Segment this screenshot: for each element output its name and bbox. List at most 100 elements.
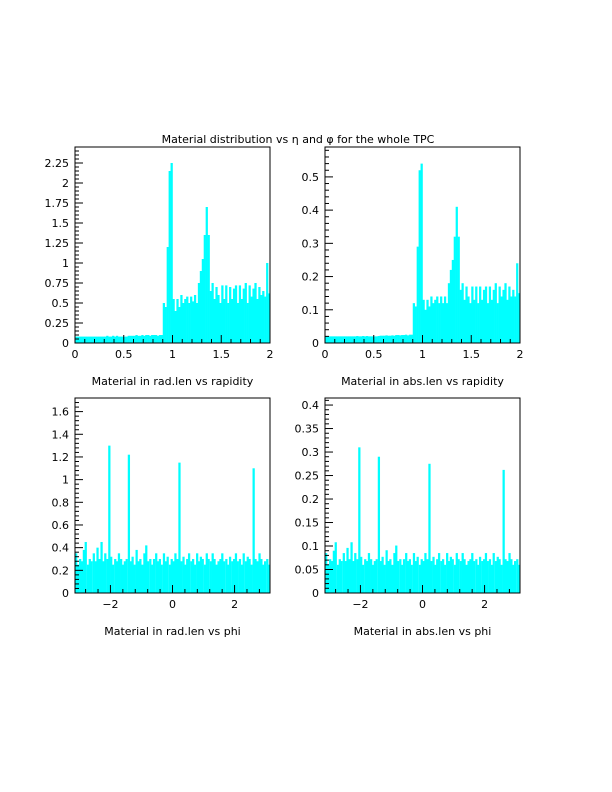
histogram-bar <box>119 336 123 343</box>
y-tick-label: 1.6 <box>52 406 70 419</box>
histogram-bar <box>117 553 121 593</box>
histogram-bar <box>502 289 505 343</box>
histogram-bar <box>246 303 249 343</box>
histogram-bar <box>367 553 371 593</box>
histogram-bar <box>385 550 388 593</box>
histogram-bar <box>471 553 474 593</box>
histogram-bar <box>246 556 249 593</box>
histogram-bar <box>131 335 134 343</box>
histogram-bar <box>75 336 78 343</box>
histogram-bar <box>94 336 97 343</box>
histogram-bar <box>182 556 185 593</box>
histogram-bar <box>213 299 216 343</box>
histogram-bar <box>260 295 263 343</box>
histogram-bar <box>387 335 390 343</box>
histogram-bar <box>486 561 489 593</box>
histogram-bar <box>231 299 234 343</box>
histogram-bar <box>98 336 101 343</box>
y-tick-label: 0.25 <box>295 470 320 483</box>
histogram-bar <box>203 564 207 593</box>
histogram-bar <box>356 336 359 343</box>
histogram-bar <box>201 558 204 593</box>
histogram-bar <box>500 564 503 593</box>
histogram-bar <box>334 542 337 593</box>
histogram-bar <box>438 303 441 343</box>
histogram-bar <box>492 289 495 343</box>
y-tick-label: 0.1 <box>302 304 320 317</box>
histogram-bar <box>358 336 361 343</box>
y-tick-label: 0.35 <box>295 423 320 436</box>
y-tick-label: 2 <box>62 177 69 190</box>
histogram-bar <box>186 296 189 343</box>
histogram-bar <box>350 542 353 593</box>
histogram-bar <box>482 559 486 593</box>
histogram-bar <box>401 564 404 593</box>
y-tick-label: 0.25 <box>45 317 70 330</box>
histogram-bar <box>149 558 152 593</box>
histogram-bar <box>180 295 183 343</box>
histogram-bar <box>82 549 86 593</box>
x-tick-label: 1 <box>419 348 426 361</box>
histogram-bar <box>211 553 214 593</box>
y-tick-label: 1.5 <box>52 217 70 230</box>
histogram-bar <box>397 335 400 343</box>
histogram-bar <box>338 336 341 343</box>
histogram-bar <box>328 336 332 343</box>
histogram-bar <box>336 336 339 343</box>
histogram-bar <box>408 334 412 343</box>
histogram-bar <box>371 336 375 343</box>
histogram-bar <box>164 307 167 343</box>
histogram-bar <box>428 463 431 593</box>
histogram-bar <box>139 558 142 593</box>
histogram-bar <box>447 283 451 343</box>
histogram-bar <box>373 336 376 343</box>
histogram-bar <box>82 336 86 343</box>
histogram-bar <box>467 296 470 343</box>
histogram-bar <box>207 558 210 593</box>
histogram-bar <box>504 559 507 593</box>
histogram-bar <box>401 335 404 343</box>
histogram-bar <box>227 303 230 343</box>
histogram-bar <box>215 564 218 593</box>
y-tick-label: 0.75 <box>45 277 70 290</box>
histogram-bar <box>447 561 451 593</box>
histogram-bar <box>379 335 382 343</box>
histogram-bar <box>385 335 388 343</box>
y-tick-label: 0.2 <box>52 564 70 577</box>
histogram-bar <box>473 299 476 343</box>
histogram-bar <box>325 553 328 593</box>
histogram-bar <box>365 561 369 593</box>
histogram-bar <box>399 559 402 593</box>
histogram-bar <box>240 299 243 343</box>
histogram-bar <box>506 561 509 593</box>
y-tick-label: 0.15 <box>295 517 320 530</box>
histogram-bar <box>330 336 334 343</box>
histogram-bar <box>348 336 351 343</box>
x-tick-label: 2 <box>231 598 238 611</box>
histogram-bar <box>188 303 191 343</box>
histogram-bar <box>187 553 191 593</box>
histogram-bar <box>430 296 433 343</box>
histogram-bar <box>393 553 396 593</box>
histogram-bar <box>115 335 119 343</box>
histogram-bar <box>373 561 376 593</box>
histogram-bar <box>213 558 216 593</box>
histogram-bar <box>266 263 269 343</box>
histogram-bar <box>229 287 232 343</box>
histogram-bar <box>440 561 443 593</box>
x-tick-label: −2 <box>352 598 368 611</box>
histogram-bar <box>494 283 497 343</box>
chart-panel-3: 0 0.2 0.4 0.6 0.8 1 1.2 1.4 1.6 −2 0 2 Material in r… <box>52 397 271 638</box>
histogram-bar <box>418 564 421 593</box>
histogram-bar <box>436 296 439 343</box>
histogram-bar <box>379 561 382 593</box>
histogram-bar <box>184 564 187 593</box>
histogram-bar <box>510 559 513 593</box>
histogram-bar <box>250 296 253 343</box>
histogram-bar <box>514 296 517 343</box>
histogram-bar <box>143 335 146 343</box>
histogram-bar <box>199 556 203 593</box>
histogram-bar <box>164 561 167 593</box>
histogram-bar <box>223 561 226 593</box>
histogram-bar <box>490 564 493 593</box>
